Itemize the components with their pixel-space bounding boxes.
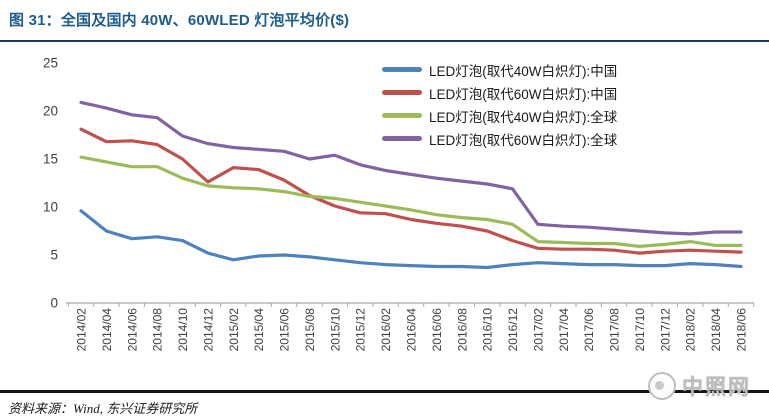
x-tick-label: 2014/08 — [151, 308, 165, 352]
legend-label: LED灯泡(取代40W白炽灯):中国 — [429, 63, 618, 79]
y-tick-label: 25 — [43, 56, 58, 71]
x-tick-label: 2017/06 — [582, 308, 596, 352]
chart-legend: LED灯泡(取代40W白炽灯):中国 LED灯泡(取代60W白炽灯):中国 LED灯… — [382, 58, 617, 150]
x-tick-label: 2016/04 — [405, 308, 419, 352]
legend-label: LED灯泡(取代40W白炽灯):全球 — [429, 109, 618, 125]
x-tick-label: 2018/04 — [709, 308, 723, 352]
series-line-1 — [79, 127, 743, 255]
legend-line-sample — [382, 113, 422, 118]
watermark-text: 中照网 — [682, 376, 751, 399]
legend-line-sample — [382, 67, 422, 72]
x-tick-label: 2015/08 — [303, 308, 317, 352]
watermark: 中照网 — [648, 371, 751, 401]
source-note: 资料来源：Wind, 东兴证券研究所 — [8, 401, 198, 416]
legend-line-sample — [382, 90, 422, 95]
x-tick-label: 2018/02 — [684, 308, 698, 352]
figure-title: 图 31：全国及国内 40W、60WLED 灯泡平均价($) — [9, 12, 350, 29]
legend-item-2: LED灯泡(取代40W白炽灯):全球 — [382, 104, 617, 127]
x-tick-label: 2014/06 — [125, 308, 139, 352]
x-tick-label: 2015/02 — [227, 308, 241, 352]
x-tick-label: 2017/04 — [557, 308, 571, 352]
x-tick-label: 2016/06 — [430, 308, 444, 352]
x-tick-label: 2016/02 — [379, 308, 393, 352]
legend-line-sample — [382, 136, 422, 141]
y-tick-label: 0 — [50, 296, 58, 311]
bottom-rule — [0, 390, 769, 393]
x-tick-label: 2016/12 — [506, 308, 520, 352]
y-tick-label: 20 — [43, 104, 58, 119]
x-tick-label: 2016/10 — [481, 308, 495, 352]
watermark-logo-icon — [648, 372, 676, 400]
legend-label: LED灯泡(取代60W白炽灯):中国 — [429, 86, 618, 102]
x-tick-label: 2016/08 — [455, 308, 469, 352]
x-tick-label: 2014/04 — [100, 308, 114, 352]
x-tick-label: 2018/06 — [735, 308, 749, 352]
x-tick-label: 2015/04 — [252, 308, 266, 352]
series-line-2 — [79, 155, 743, 248]
x-tick-label: 2017/02 — [531, 308, 545, 352]
y-tick-label: 5 — [50, 248, 58, 263]
legend-item-1: LED灯泡(取代60W白炽灯):中国 — [382, 81, 617, 104]
x-tick-label: 2017/10 — [633, 308, 647, 352]
legend-item-3: LED灯泡(取代60W白炽灯):全球 — [382, 127, 617, 150]
title-rule — [0, 40, 769, 42]
x-tick-label: 2017/08 — [608, 308, 622, 352]
x-tick-label: 2015/12 — [354, 308, 368, 352]
x-tick-label: 2014/10 — [176, 308, 190, 352]
x-tick-label: 2017/12 — [658, 308, 672, 352]
legend-label: LED灯泡(取代60W白炽灯):全球 — [429, 132, 618, 148]
y-tick-label: 10 — [43, 200, 58, 215]
y-tick-label: 15 — [43, 152, 58, 167]
series-line-0 — [79, 209, 743, 270]
x-tick-label: 2014/12 — [201, 308, 215, 352]
x-tick-label: 2015/06 — [278, 308, 292, 352]
x-tick-label: 2014/02 — [75, 308, 89, 352]
x-tick-label: 2015/10 — [328, 308, 342, 352]
series-line-3 — [79, 100, 743, 236]
legend-item-0: LED灯泡(取代40W白炽灯):中国 — [382, 58, 617, 81]
